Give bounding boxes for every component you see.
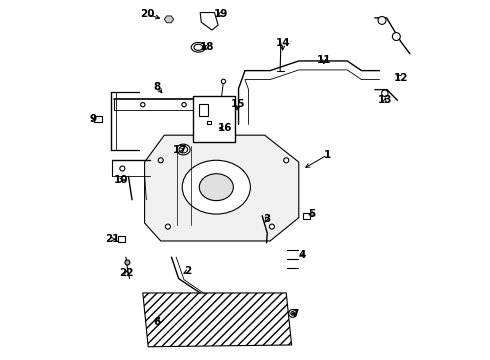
Text: 6: 6 xyxy=(153,317,161,327)
Circle shape xyxy=(378,17,386,24)
Text: 20: 20 xyxy=(140,9,155,19)
Text: 1: 1 xyxy=(324,150,331,160)
Ellipse shape xyxy=(176,144,190,155)
Polygon shape xyxy=(164,16,173,23)
Text: 14: 14 xyxy=(275,38,290,48)
Circle shape xyxy=(291,312,294,315)
Circle shape xyxy=(221,79,225,84)
Text: 3: 3 xyxy=(263,215,270,224)
Text: 7: 7 xyxy=(292,310,299,319)
Text: 2: 2 xyxy=(184,266,191,276)
Circle shape xyxy=(166,224,171,229)
Text: 11: 11 xyxy=(317,55,331,65)
Text: 9: 9 xyxy=(89,114,96,124)
Text: 22: 22 xyxy=(120,268,134,278)
Text: 21: 21 xyxy=(105,234,120,244)
Text: 17: 17 xyxy=(172,144,187,154)
FancyBboxPatch shape xyxy=(95,116,101,122)
Text: 5: 5 xyxy=(308,209,315,219)
Text: 18: 18 xyxy=(199,42,214,52)
Circle shape xyxy=(141,103,145,107)
Ellipse shape xyxy=(191,42,205,52)
FancyBboxPatch shape xyxy=(199,104,208,116)
Ellipse shape xyxy=(194,44,203,50)
Circle shape xyxy=(158,158,163,163)
Circle shape xyxy=(382,90,388,96)
Circle shape xyxy=(284,158,289,163)
Text: 4: 4 xyxy=(299,250,306,260)
Circle shape xyxy=(289,310,296,318)
Ellipse shape xyxy=(199,174,233,201)
Circle shape xyxy=(182,103,186,107)
FancyBboxPatch shape xyxy=(118,236,125,242)
Ellipse shape xyxy=(182,160,250,214)
Circle shape xyxy=(270,224,274,229)
Polygon shape xyxy=(145,135,299,241)
Text: 15: 15 xyxy=(231,99,246,109)
Polygon shape xyxy=(143,293,292,347)
Text: 8: 8 xyxy=(153,82,161,92)
Text: 10: 10 xyxy=(114,175,128,185)
FancyBboxPatch shape xyxy=(303,213,310,219)
Circle shape xyxy=(120,166,125,171)
Polygon shape xyxy=(200,13,218,30)
Text: 13: 13 xyxy=(378,95,392,105)
Ellipse shape xyxy=(179,146,188,153)
Text: 19: 19 xyxy=(214,9,228,19)
FancyBboxPatch shape xyxy=(207,121,211,124)
Text: 16: 16 xyxy=(218,123,233,133)
Circle shape xyxy=(125,260,130,265)
Text: 12: 12 xyxy=(394,73,408,83)
Circle shape xyxy=(392,33,400,41)
FancyBboxPatch shape xyxy=(193,96,235,142)
